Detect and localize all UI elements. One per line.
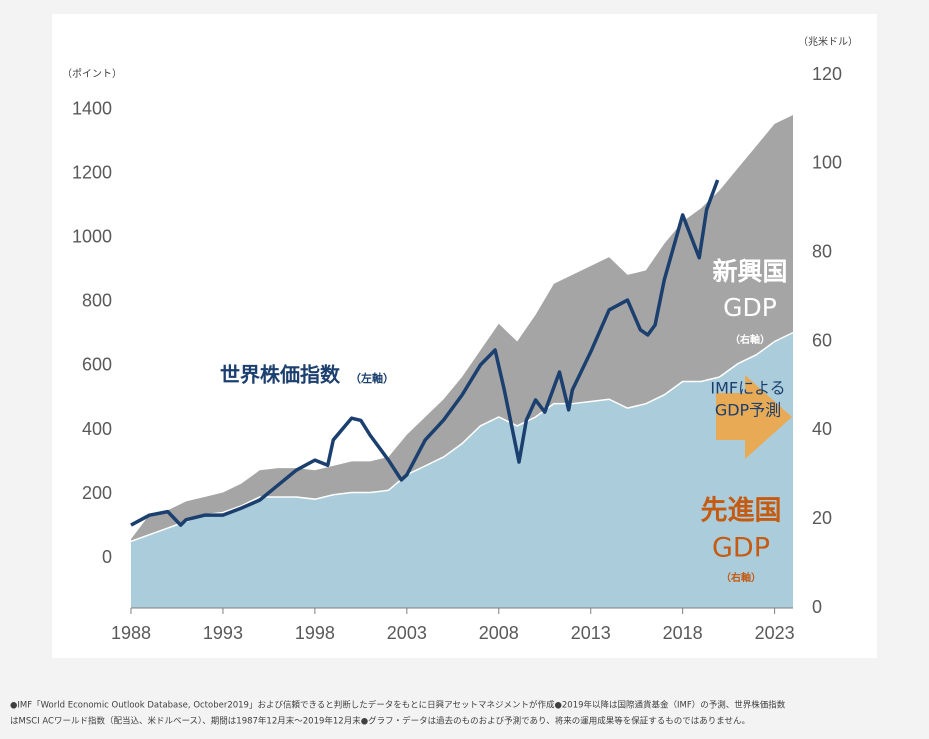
footnote: はMSCI ACワールド指数（配当込、米ドルベース）、期間は1987年12月末～… bbox=[10, 716, 750, 727]
x-tick-label: 1993 bbox=[203, 623, 243, 643]
advanced-gdp-label: GDP bbox=[712, 533, 770, 564]
y-tick-label: 400 bbox=[82, 419, 112, 439]
forecast-label: IMFによる bbox=[710, 379, 785, 398]
y-tick-label: 1000 bbox=[72, 227, 112, 247]
y2-tick-label: 40 bbox=[812, 419, 832, 439]
area bbox=[131, 114, 793, 542]
stock-label: 世界株価指数 bbox=[220, 363, 341, 387]
y2-tick-label: 20 bbox=[812, 508, 832, 528]
footnote: ●IMF「World Economic Outlook Database, Oc… bbox=[10, 700, 786, 711]
y-unit-label: （ポイント） bbox=[62, 68, 122, 80]
y-tick-label: 200 bbox=[82, 483, 112, 503]
emerging-axis-label: （右軸） bbox=[730, 333, 770, 346]
x-tick-label: 1988 bbox=[111, 623, 151, 643]
y-tick-label: 1400 bbox=[72, 99, 112, 119]
y-tick-label: 1200 bbox=[72, 163, 112, 183]
y2-tick-label: 120 bbox=[812, 64, 842, 84]
x-tick-label: 1998 bbox=[295, 623, 335, 643]
y2-unit-label: （兆米ドル） bbox=[798, 35, 858, 48]
y2-tick-label: 0 bbox=[812, 597, 822, 617]
x-tick-label: 2023 bbox=[755, 623, 795, 643]
y-tick-label: 600 bbox=[82, 355, 112, 375]
area bbox=[131, 332, 793, 608]
emerging-gdp-label: GDP bbox=[723, 293, 777, 322]
line bbox=[130, 179, 720, 527]
x-tick-label: 2008 bbox=[479, 623, 519, 643]
y-tick-label: 0 bbox=[102, 547, 112, 567]
stock-axis-label: （左軸） bbox=[350, 371, 394, 385]
forecast-label: GDP予測 bbox=[715, 401, 781, 420]
advanced-axis-label: （右軸） bbox=[721, 571, 761, 584]
y2-tick-label: 80 bbox=[812, 241, 832, 261]
y2-tick-label: 100 bbox=[812, 153, 842, 173]
emerging-label: 新興国 bbox=[712, 257, 787, 286]
x-tick-label: 2013 bbox=[571, 623, 611, 643]
y-tick-label: 800 bbox=[82, 291, 112, 311]
advanced-label: 先進国 bbox=[701, 496, 782, 527]
y2-tick-label: 60 bbox=[812, 330, 832, 350]
forecast-arrow bbox=[716, 375, 792, 459]
area-edge bbox=[130, 331, 794, 543]
x-tick-label: 2003 bbox=[387, 623, 427, 643]
x-tick-label: 2018 bbox=[663, 623, 703, 643]
plot-area bbox=[130, 114, 794, 608]
